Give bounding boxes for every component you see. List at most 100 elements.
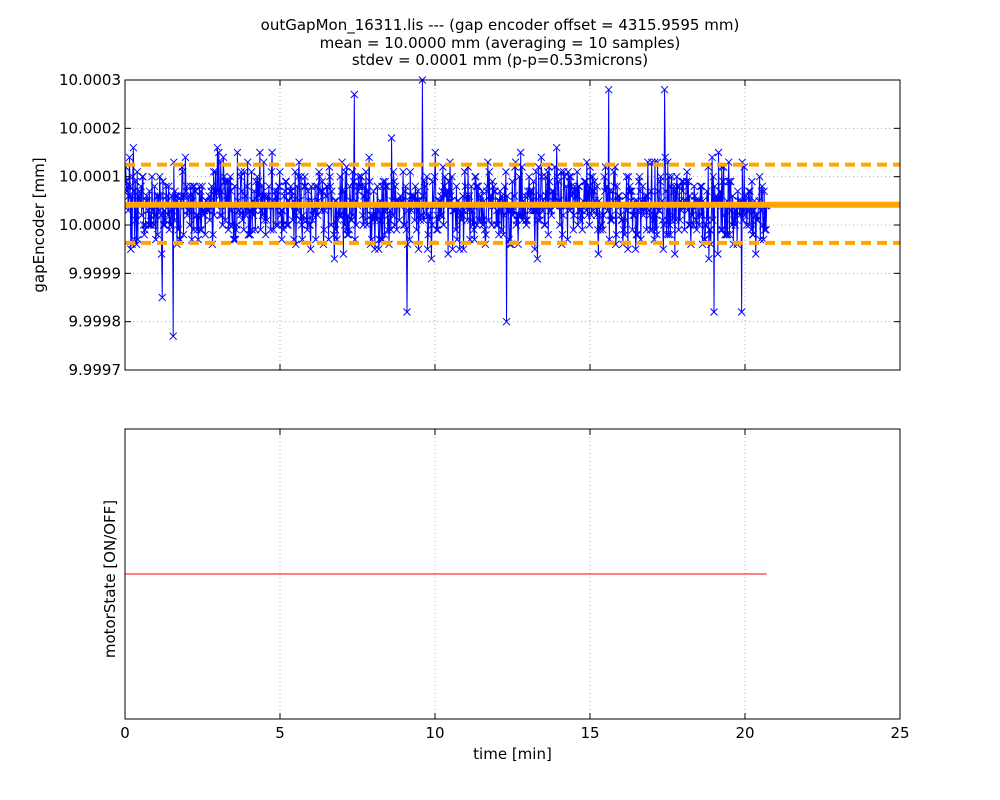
data-point xyxy=(554,177,563,186)
data-point xyxy=(656,172,665,181)
motor-state-plot: 0 5 10 15 20 25 motorState [ON/OFF] time [min… xyxy=(101,428,910,763)
data-point xyxy=(198,182,206,191)
data-point xyxy=(652,211,661,220)
data-point xyxy=(500,182,509,191)
data-point xyxy=(620,230,629,239)
data-point xyxy=(571,187,580,196)
data-point xyxy=(248,225,257,234)
data-point xyxy=(354,187,363,196)
data-point xyxy=(210,211,219,220)
data-point xyxy=(294,172,303,181)
data-point xyxy=(237,167,246,176)
data-point xyxy=(307,182,316,191)
data-point xyxy=(714,250,722,258)
data-point xyxy=(300,182,309,191)
data-point xyxy=(762,225,770,234)
data-point xyxy=(184,192,193,200)
data-point xyxy=(223,177,232,186)
data-point xyxy=(133,235,142,244)
data-point xyxy=(153,230,162,239)
data-point xyxy=(484,216,493,225)
data-point xyxy=(455,245,464,254)
data-point xyxy=(201,230,210,239)
data-point xyxy=(597,221,606,229)
data-point xyxy=(382,206,391,215)
data-point xyxy=(380,230,389,239)
data-point xyxy=(452,182,461,191)
data-point xyxy=(180,192,189,200)
data-point xyxy=(683,167,691,176)
data-point xyxy=(430,172,439,181)
data-point xyxy=(437,211,446,220)
data-point xyxy=(426,216,434,225)
data-point xyxy=(224,225,233,234)
data-point xyxy=(386,206,395,215)
data-point xyxy=(474,182,483,191)
data-point xyxy=(369,187,378,196)
data-point xyxy=(247,167,256,176)
data-point xyxy=(168,206,177,215)
data-point xyxy=(714,148,723,157)
data-point xyxy=(553,172,562,181)
data-point xyxy=(456,211,465,220)
data-point xyxy=(419,192,427,200)
data-point xyxy=(567,182,576,191)
x-tick-label-3: 15 xyxy=(580,724,599,742)
data-point xyxy=(236,211,244,220)
data-point xyxy=(507,206,516,215)
data-point xyxy=(441,172,449,181)
data-point xyxy=(263,216,271,225)
data-point xyxy=(227,206,236,215)
data-point xyxy=(444,177,453,186)
data-point xyxy=(343,230,352,239)
data-point xyxy=(306,221,314,229)
data-point xyxy=(677,206,686,215)
data-point xyxy=(218,211,226,220)
data-point xyxy=(461,182,470,191)
data-point xyxy=(151,211,160,220)
data-point xyxy=(436,211,445,220)
data-point xyxy=(710,308,718,316)
data-point xyxy=(451,225,460,234)
data-point xyxy=(381,182,390,191)
data-point xyxy=(638,182,647,191)
data-point xyxy=(230,182,239,191)
data-point xyxy=(468,206,476,215)
data-point xyxy=(466,216,475,225)
data-point xyxy=(197,225,206,234)
data-point xyxy=(358,211,367,220)
data-point xyxy=(137,182,145,191)
data-point xyxy=(260,216,269,225)
data-point xyxy=(626,187,635,196)
data-point xyxy=(219,153,228,162)
data-point xyxy=(592,211,601,220)
data-point xyxy=(742,192,750,200)
data-point xyxy=(159,221,168,229)
data-point xyxy=(670,250,679,258)
data-point xyxy=(655,206,664,215)
data-point xyxy=(257,182,266,191)
y-tick-label-1: 9.9998 xyxy=(69,313,122,331)
data-point xyxy=(249,211,258,220)
data-point xyxy=(684,177,693,186)
data-point xyxy=(283,221,291,229)
data-point xyxy=(354,172,363,181)
data-point xyxy=(448,172,456,181)
data-point xyxy=(595,211,604,220)
data-point xyxy=(588,172,597,181)
data-point xyxy=(590,187,598,196)
data-point xyxy=(423,245,432,254)
data-point xyxy=(299,216,308,225)
data-point xyxy=(723,230,732,239)
data-point xyxy=(401,182,410,191)
data-point xyxy=(493,221,502,229)
data-point xyxy=(589,206,598,215)
data-point xyxy=(487,192,495,200)
data-point xyxy=(541,172,550,181)
data-point xyxy=(192,211,201,220)
data-point xyxy=(178,167,187,176)
data-point xyxy=(345,182,354,191)
figure-title: outGapMon_16311.lis --- (gap encoder off… xyxy=(261,16,740,69)
data-point xyxy=(255,192,264,200)
data-point xyxy=(271,187,280,196)
